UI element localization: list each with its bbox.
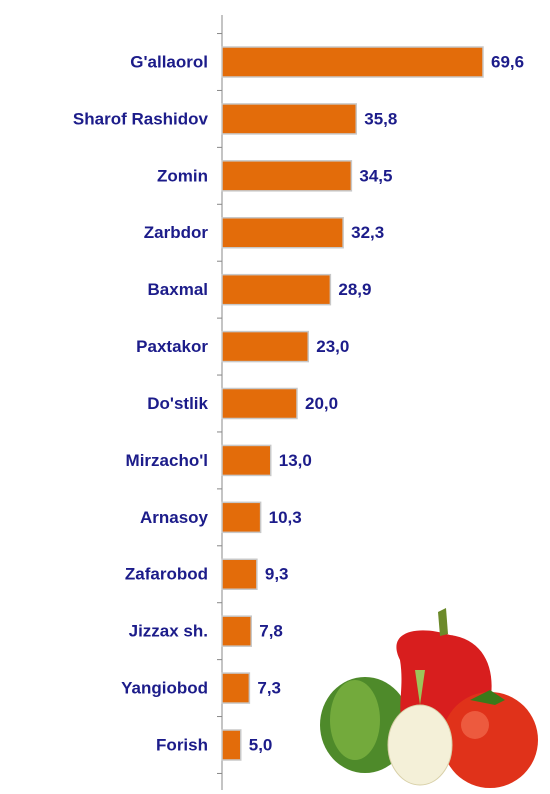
bar: [222, 332, 308, 362]
category-label: Sharof Rashidov: [73, 109, 209, 128]
bar: [222, 104, 356, 134]
category-label: G'allaorol: [130, 52, 208, 71]
category-label: Do'stlik: [147, 394, 208, 413]
bar: [222, 161, 351, 191]
value-label: 23,0: [316, 337, 349, 356]
bar: [222, 502, 261, 532]
vegetables-illustration: [320, 608, 538, 788]
value-label: 7,3: [257, 679, 281, 698]
category-label: Mirzacho'l: [126, 451, 208, 470]
chart: G'allaorol 69,6 Sharof Rashidov 35,8 Zomin 34…: [0, 0, 550, 794]
bar: [222, 730, 241, 760]
bar: [222, 445, 271, 475]
value-label: 32,3: [351, 223, 384, 242]
value-label: 10,3: [269, 508, 302, 527]
category-label: Forish: [156, 735, 208, 754]
bar: [222, 275, 330, 305]
bar: [222, 389, 297, 419]
value-label: 28,9: [338, 280, 371, 299]
value-label: 13,0: [279, 451, 312, 470]
category-label: Zomin: [157, 166, 208, 185]
value-label: 20,0: [305, 394, 338, 413]
value-label: 69,6: [491, 52, 524, 71]
category-label: Jizzax sh.: [129, 622, 208, 641]
value-label: 9,3: [265, 565, 289, 584]
category-label: Arnasoy: [140, 508, 209, 527]
bar: [222, 47, 483, 77]
category-label: Zafarobod: [125, 565, 208, 584]
bar: [222, 673, 249, 703]
value-label: 5,0: [249, 735, 273, 754]
category-label: Zarbdor: [144, 223, 209, 242]
value-label: 34,5: [359, 166, 392, 185]
value-label: 7,8: [259, 622, 283, 641]
category-label: Paxtakor: [136, 337, 208, 356]
bar: [222, 218, 343, 248]
category-label: Yangiobod: [121, 679, 208, 698]
value-label: 35,8: [364, 109, 397, 128]
bar: [222, 559, 257, 589]
bar: [222, 616, 251, 646]
category-label: Baxmal: [148, 280, 208, 299]
